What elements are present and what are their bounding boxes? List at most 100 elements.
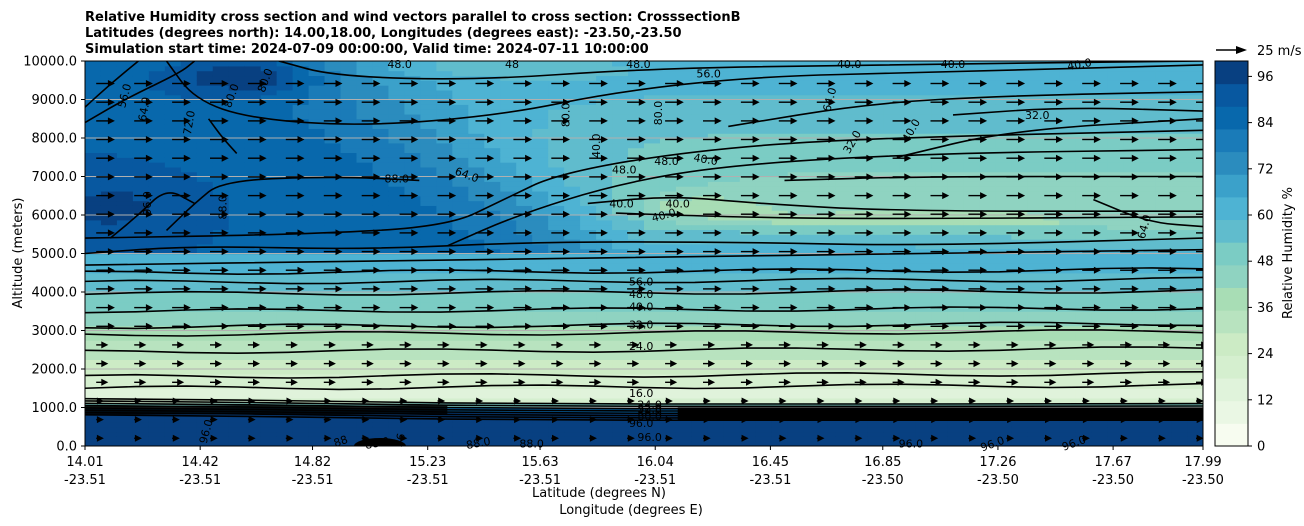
field-cell xyxy=(340,263,358,269)
field-cell xyxy=(564,190,581,197)
field-cell xyxy=(819,104,837,110)
field-cell xyxy=(292,70,310,77)
field-cell xyxy=(835,335,853,341)
field-cell xyxy=(707,364,725,370)
field-cell xyxy=(548,258,565,264)
field-cell xyxy=(500,436,517,442)
field-cell xyxy=(787,75,805,81)
field-cell xyxy=(196,142,214,149)
field-cell xyxy=(883,190,901,197)
field-cell xyxy=(116,253,134,259)
field-cell xyxy=(356,152,374,158)
field-cell xyxy=(228,171,246,178)
field-cell xyxy=(468,301,485,308)
field-cell xyxy=(548,292,565,298)
field-cell xyxy=(771,181,789,187)
field-cell xyxy=(292,89,310,96)
field-cell xyxy=(628,258,645,264)
field-cell xyxy=(180,359,198,365)
field-cell xyxy=(867,186,885,192)
field-cell xyxy=(340,369,358,375)
field-cell xyxy=(707,75,725,81)
field-cell xyxy=(851,171,869,178)
field-cell xyxy=(148,215,166,221)
field-cell xyxy=(1059,393,1076,399)
field-cell xyxy=(819,364,837,370)
field-cell xyxy=(404,109,421,115)
field-cell xyxy=(707,388,725,394)
field-cell xyxy=(644,61,661,67)
field-cell xyxy=(516,258,533,264)
field-cell xyxy=(995,70,1012,77)
field-cell xyxy=(771,311,789,317)
field-cell xyxy=(771,104,789,110)
field-cell xyxy=(452,200,469,206)
field-cell xyxy=(132,123,150,129)
field-cell xyxy=(707,200,725,206)
field-cell xyxy=(244,239,262,245)
field-cell xyxy=(388,133,406,139)
field-cell xyxy=(452,65,469,72)
field-cell xyxy=(276,94,294,101)
field-cell xyxy=(276,61,294,67)
field-cell xyxy=(548,162,565,168)
field-cell xyxy=(979,325,996,332)
field-cell xyxy=(755,263,773,269)
field-cell xyxy=(723,287,741,293)
field-cell xyxy=(276,426,294,433)
field-cell xyxy=(835,369,853,375)
field-cell xyxy=(771,364,789,370)
field-cell xyxy=(1059,229,1076,235)
field-cell xyxy=(404,162,421,168)
field-cell xyxy=(100,65,118,72)
field-cell xyxy=(995,190,1012,197)
field-cell xyxy=(691,186,709,192)
field-cell xyxy=(548,70,565,77)
field-cell xyxy=(484,373,501,380)
field-cell xyxy=(803,75,821,81)
field-cell xyxy=(548,171,565,178)
field-cell xyxy=(500,181,517,187)
field-cell xyxy=(675,431,693,437)
field-cell xyxy=(244,200,262,206)
field-cell xyxy=(404,354,421,360)
field-cell xyxy=(580,65,597,72)
field-cell xyxy=(644,190,661,197)
field-cell xyxy=(899,359,917,365)
field-cell xyxy=(452,239,469,245)
field-cell xyxy=(452,219,469,226)
field-cell xyxy=(404,441,421,446)
field-cell xyxy=(548,253,565,259)
field-cell xyxy=(85,373,102,380)
field-cell xyxy=(180,421,198,428)
field-cell xyxy=(979,118,996,125)
field-cell xyxy=(963,311,980,317)
field-cell xyxy=(596,344,613,351)
field-cell xyxy=(739,320,757,327)
field-cell xyxy=(835,301,853,308)
field-cell xyxy=(404,272,421,279)
field-cell xyxy=(260,142,278,149)
field-cell xyxy=(340,272,358,279)
field-cell xyxy=(148,133,166,139)
field-cell xyxy=(963,152,980,158)
field-cell xyxy=(516,205,533,211)
field-cell xyxy=(947,421,965,428)
field-cell xyxy=(308,306,326,312)
field-cell xyxy=(436,176,453,182)
field-cell xyxy=(691,152,709,158)
field-cell xyxy=(659,354,677,360)
field-cell xyxy=(100,109,118,115)
field-cell xyxy=(963,325,980,332)
field-cell xyxy=(1043,311,1060,317)
field-cell xyxy=(644,142,661,149)
field-cell xyxy=(931,344,949,351)
field-cell xyxy=(803,306,821,312)
field-cell xyxy=(1027,234,1044,240)
field-cell xyxy=(787,89,805,96)
field-cell xyxy=(723,229,741,235)
field-cell xyxy=(787,272,805,279)
field-cell xyxy=(995,176,1012,182)
field-cell xyxy=(644,378,661,385)
field-cell xyxy=(196,330,214,336)
